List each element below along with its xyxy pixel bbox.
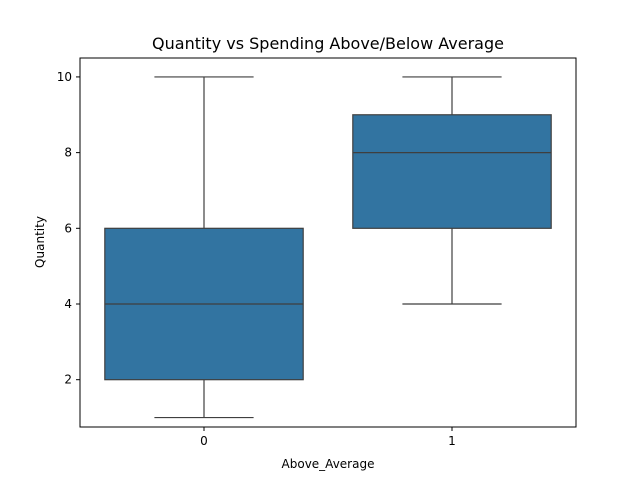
box-group-0 <box>104 76 304 419</box>
y-tick-label: 4 <box>64 297 72 311</box>
y-tick-label: 6 <box>64 221 72 235</box>
x-tick-label: 1 <box>448 434 456 448</box>
chart-title: Quantity vs Spending Above/Below Average <box>152 34 504 53</box>
y-tick-label: 8 <box>64 146 72 160</box>
box-group-1 <box>352 76 552 305</box>
x-axis-label: Above_Average <box>282 457 375 471</box>
y-tick-label: 10 <box>57 70 72 84</box>
y-axis: 2 4 6 8 10 <box>57 70 80 387</box>
box-series <box>104 76 552 419</box>
iqr-box <box>352 114 552 229</box>
x-tick-label: 0 <box>200 434 208 448</box>
y-axis-label: Quantity <box>33 216 47 268</box>
plot-frame <box>79 57 577 428</box>
y-tick-label: 2 <box>64 373 72 387</box>
